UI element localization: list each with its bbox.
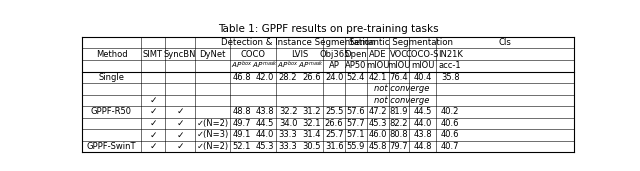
Text: 42.1: 42.1 — [369, 73, 387, 82]
Text: 35.8: 35.8 — [441, 73, 460, 82]
Text: GPPF-R50: GPPF-R50 — [91, 107, 132, 116]
Text: $AP^{mask}$: $AP^{mask}$ — [252, 60, 278, 71]
Text: ✓: ✓ — [177, 107, 184, 116]
Text: ✓(N=2): ✓(N=2) — [196, 119, 228, 128]
Text: SIMT: SIMT — [143, 50, 163, 59]
Text: 49.7: 49.7 — [232, 119, 251, 128]
Text: GPPF-SwinT: GPPF-SwinT — [87, 142, 136, 151]
Text: DyNet: DyNet — [199, 50, 226, 59]
Text: 40.7: 40.7 — [441, 142, 460, 151]
Text: ✓: ✓ — [177, 130, 184, 139]
Text: 33.3: 33.3 — [278, 130, 298, 139]
Text: 44.5: 44.5 — [413, 107, 431, 116]
Text: mIOU: mIOU — [387, 61, 410, 70]
Text: 31.4: 31.4 — [302, 130, 321, 139]
Text: COCO-S: COCO-S — [406, 50, 439, 59]
Text: 31.6: 31.6 — [325, 142, 344, 151]
Text: not converge: not converge — [374, 84, 429, 93]
Text: 81.9: 81.9 — [389, 107, 408, 116]
Text: 32.2: 32.2 — [279, 107, 298, 116]
Text: acc-1: acc-1 — [439, 61, 461, 70]
Text: 31.2: 31.2 — [302, 107, 321, 116]
Text: Method: Method — [96, 50, 127, 59]
Text: ADE: ADE — [369, 50, 387, 59]
Text: 40.6: 40.6 — [441, 130, 460, 139]
Text: AP: AP — [329, 61, 340, 70]
Text: IN21K: IN21K — [438, 50, 463, 59]
Text: $AP^{box}$: $AP^{box}$ — [231, 60, 252, 71]
Text: $AP^{mask}$: $AP^{mask}$ — [298, 60, 324, 71]
Text: VOC: VOC — [390, 50, 408, 59]
Text: 42.0: 42.0 — [256, 73, 274, 82]
Text: 28.2: 28.2 — [279, 73, 298, 82]
Text: mIOU: mIOU — [366, 61, 389, 70]
Text: 76.4: 76.4 — [389, 73, 408, 82]
Text: Cls: Cls — [499, 38, 511, 47]
Text: 43.8: 43.8 — [256, 107, 275, 116]
Text: mIOU: mIOU — [411, 61, 434, 70]
Text: not converge: not converge — [374, 96, 429, 105]
Text: ✓: ✓ — [149, 107, 157, 116]
Text: 52.4: 52.4 — [347, 73, 365, 82]
Text: 82.2: 82.2 — [389, 119, 408, 128]
Text: ✓: ✓ — [177, 142, 184, 151]
Text: SyncBN: SyncBN — [164, 50, 196, 59]
Text: Single: Single — [99, 73, 125, 82]
Text: 57.7: 57.7 — [347, 119, 365, 128]
Text: 52.1: 52.1 — [232, 142, 251, 151]
Text: 43.8: 43.8 — [413, 130, 432, 139]
Text: Semantic Segmentation: Semantic Segmentation — [349, 38, 453, 47]
Text: 40.2: 40.2 — [441, 107, 460, 116]
Text: ✓: ✓ — [177, 119, 184, 128]
Text: 47.2: 47.2 — [369, 107, 387, 116]
Text: 79.7: 79.7 — [389, 142, 408, 151]
Text: 24.0: 24.0 — [325, 73, 344, 82]
Text: $AP^{box}$: $AP^{box}$ — [277, 60, 299, 71]
Text: Detection & Instance Segmentation: Detection & Instance Segmentation — [221, 38, 376, 47]
Text: ✓: ✓ — [149, 96, 157, 105]
Text: 33.3: 33.3 — [278, 142, 298, 151]
Text: 32.1: 32.1 — [302, 119, 321, 128]
Text: Table 1: GPPF results on pre-training tasks: Table 1: GPPF results on pre-training ta… — [218, 24, 438, 35]
Text: ✓: ✓ — [149, 142, 157, 151]
Text: ✓(N=2): ✓(N=2) — [196, 142, 228, 151]
Text: 57.6: 57.6 — [347, 107, 365, 116]
Text: 26.6: 26.6 — [325, 119, 344, 128]
Text: Open: Open — [345, 50, 367, 59]
Text: 40.4: 40.4 — [413, 73, 431, 82]
Text: Obj365: Obj365 — [319, 50, 349, 59]
Text: 44.5: 44.5 — [256, 119, 274, 128]
Text: 44.0: 44.0 — [413, 119, 431, 128]
Text: ✓: ✓ — [149, 130, 157, 139]
Text: ✓: ✓ — [149, 119, 157, 128]
Text: 45.3: 45.3 — [369, 119, 387, 128]
Text: 26.6: 26.6 — [302, 73, 321, 82]
Text: 44.0: 44.0 — [256, 130, 274, 139]
Text: 25.7: 25.7 — [325, 130, 344, 139]
Text: 46.0: 46.0 — [369, 130, 387, 139]
Text: 34.0: 34.0 — [279, 119, 298, 128]
Text: ✓(N=3): ✓(N=3) — [196, 130, 228, 139]
Text: 80.8: 80.8 — [389, 130, 408, 139]
Text: 55.9: 55.9 — [347, 142, 365, 151]
Text: 46.8: 46.8 — [232, 73, 251, 82]
Text: 30.5: 30.5 — [302, 142, 321, 151]
Text: 25.5: 25.5 — [325, 107, 344, 116]
Text: LVIS: LVIS — [291, 50, 308, 59]
Text: AP50: AP50 — [346, 61, 367, 70]
Text: 49.1: 49.1 — [232, 130, 251, 139]
Text: COCO: COCO — [241, 50, 266, 59]
Text: 44.8: 44.8 — [413, 142, 432, 151]
Text: 40.6: 40.6 — [441, 119, 460, 128]
Text: 45.3: 45.3 — [256, 142, 275, 151]
Text: 48.8: 48.8 — [232, 107, 251, 116]
Text: 57.1: 57.1 — [347, 130, 365, 139]
Text: 45.8: 45.8 — [369, 142, 387, 151]
